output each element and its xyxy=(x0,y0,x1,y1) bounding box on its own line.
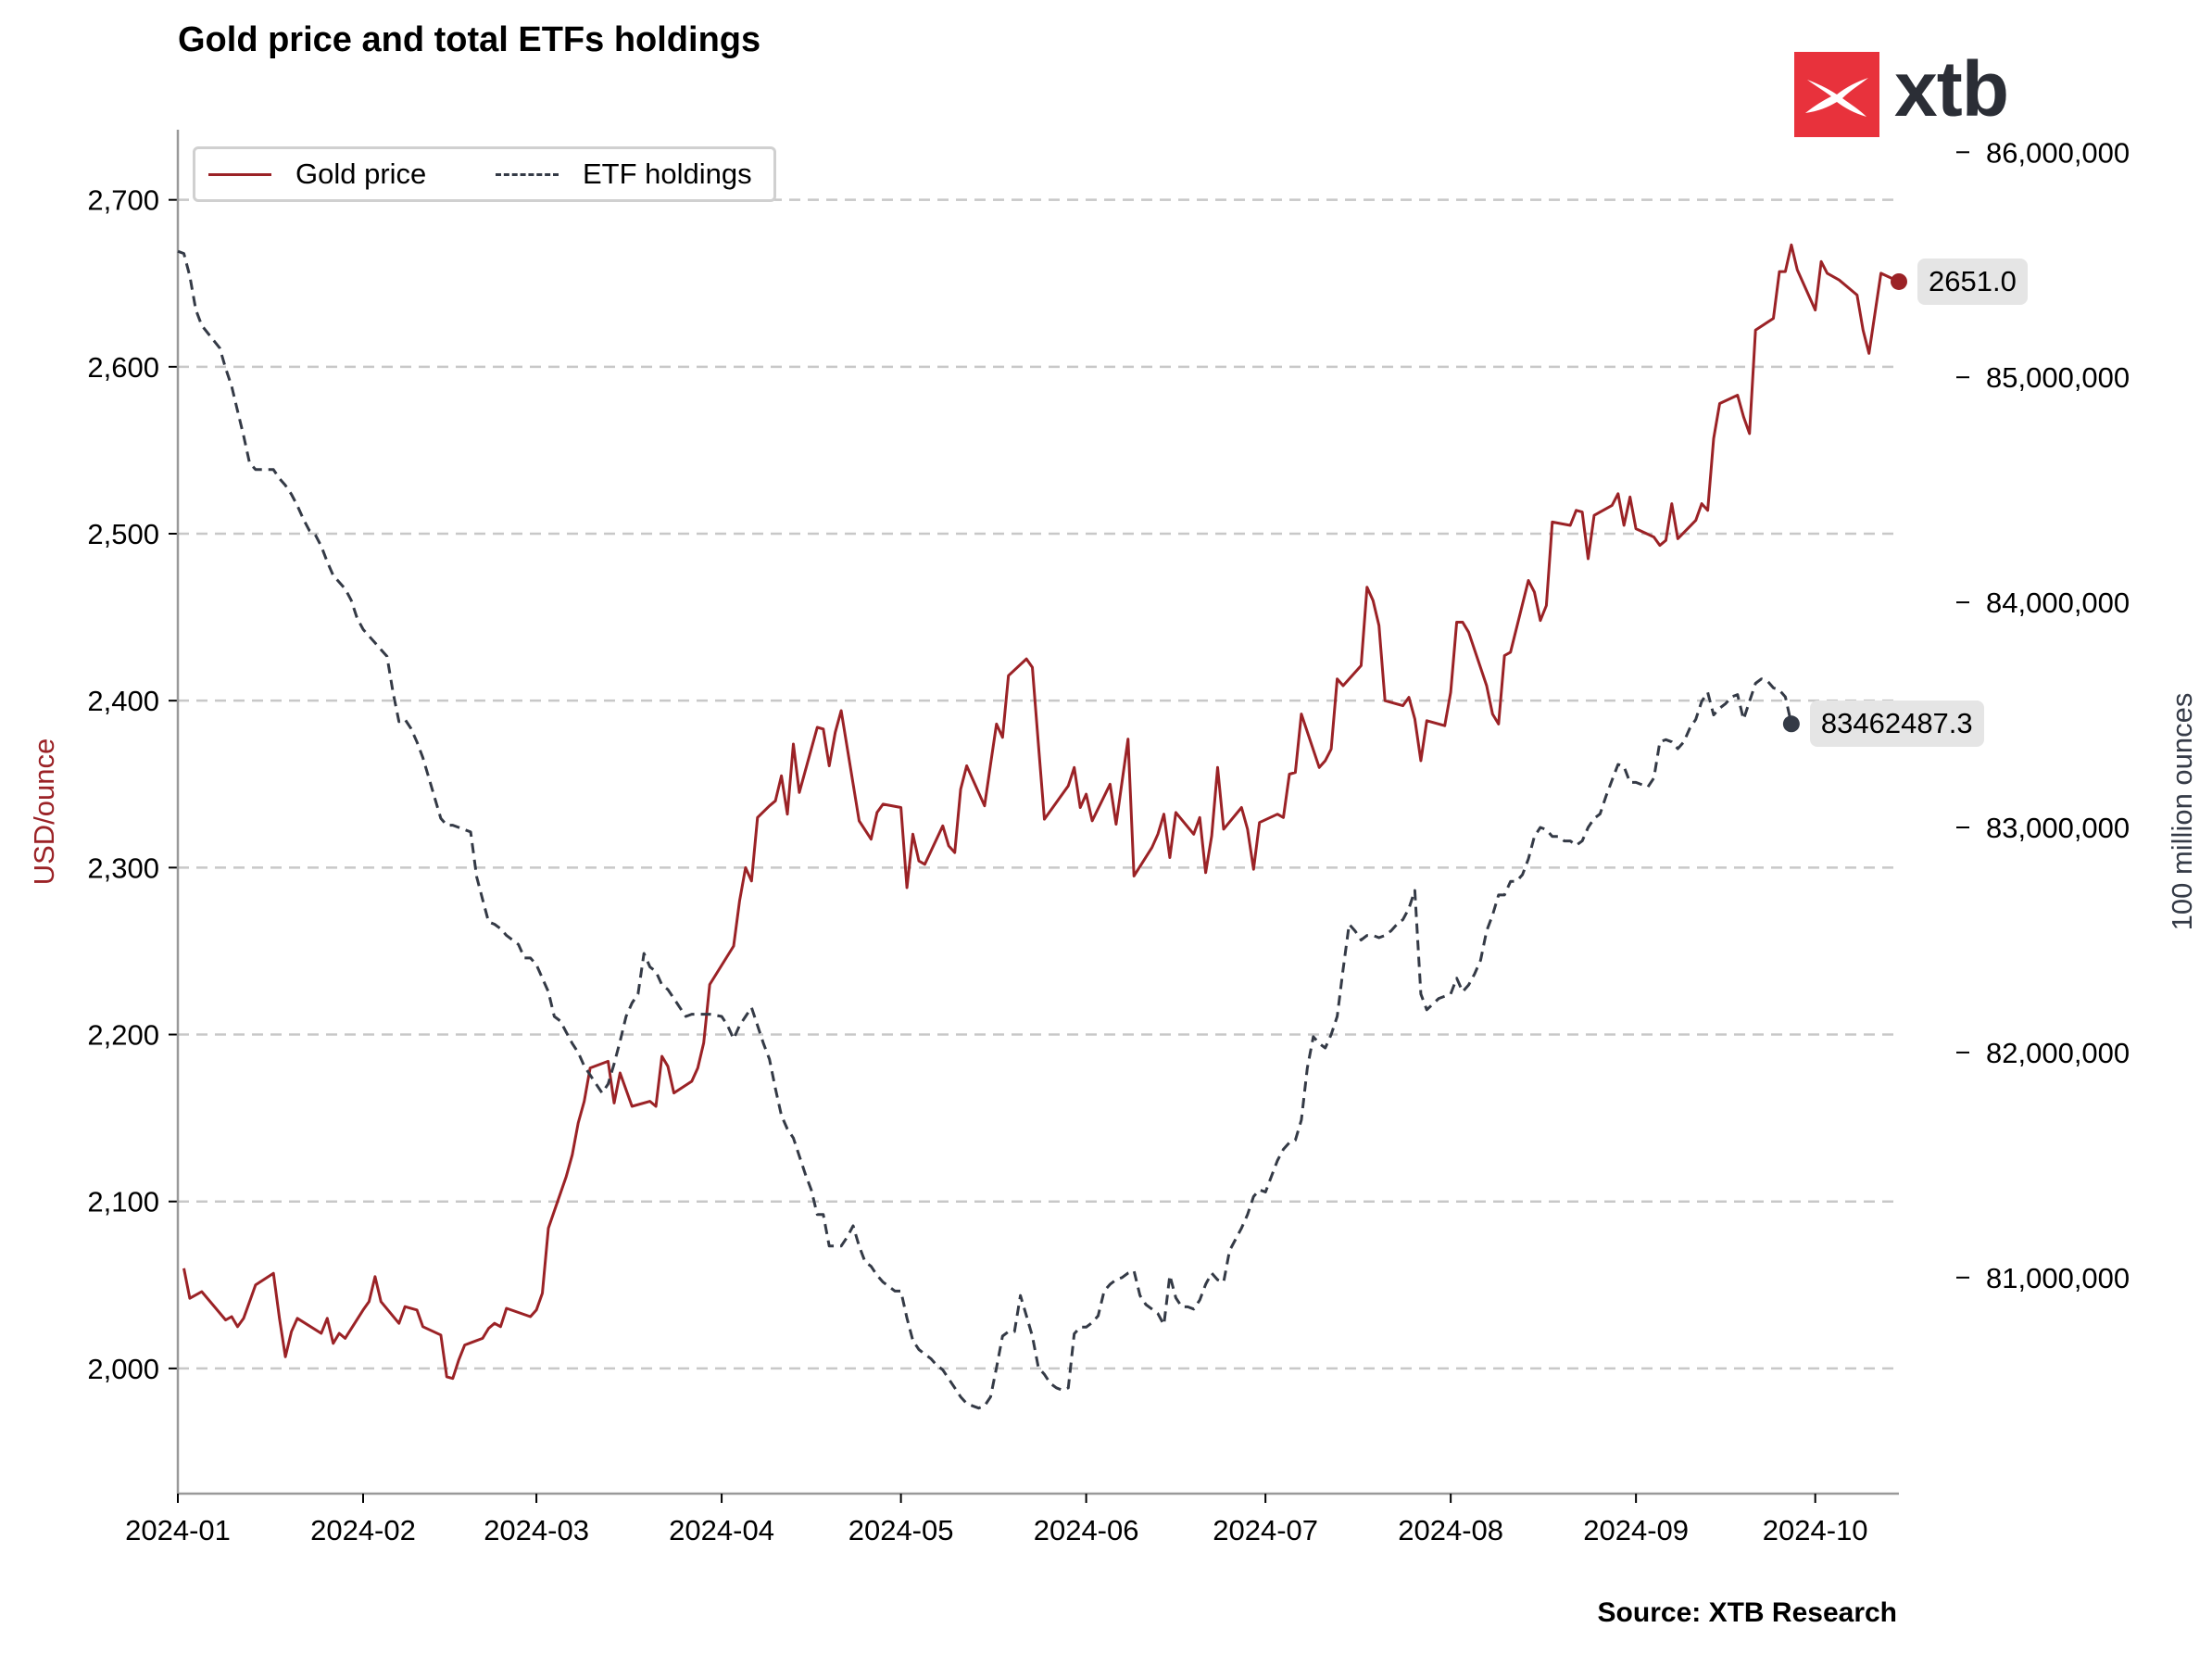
y-left-tick-label: 2,400 xyxy=(87,685,159,717)
series-lines xyxy=(177,243,1907,1410)
y-right-tick-label: 86,000,000 xyxy=(1986,136,2130,169)
y-left-tick-label: 2,300 xyxy=(87,852,159,884)
y-left-tick-label: 2,100 xyxy=(87,1186,159,1218)
legend-label-etf: ETF holdings xyxy=(583,158,752,190)
x-tick-label: 2024-06 xyxy=(1034,1514,1139,1546)
y-left-tick-label: 2,500 xyxy=(87,518,159,550)
gold-price-line xyxy=(182,243,1900,1381)
legend-label-gold: Gold price xyxy=(295,158,427,190)
x-tick-label: 2024-02 xyxy=(310,1514,416,1546)
etf-last-value-tag: 83462487.3 xyxy=(1809,700,1984,748)
y-left-tick-label: 2,600 xyxy=(87,351,159,384)
xtb-logo-text: xtb xyxy=(1894,45,2009,132)
axes xyxy=(169,130,1969,1503)
y-left-tick-label: 2,700 xyxy=(87,184,159,217)
y-left-tick-label: 2,200 xyxy=(87,1019,159,1052)
y-right-tick-label: 81,000,000 xyxy=(1986,1262,2130,1294)
y-right-tick-label: 84,000,000 xyxy=(1986,587,2130,619)
x-tick-label: 2024-08 xyxy=(1398,1514,1503,1546)
y-right-axis-title: 100 million ounces xyxy=(2166,693,2198,931)
etf-holdings-line xyxy=(177,249,1793,1410)
gold-last-point xyxy=(1891,272,1907,290)
y-right-tick-label: 82,000,000 xyxy=(1986,1037,2130,1069)
xtb-logo: xtb xyxy=(1794,45,2017,141)
x-tick-label: 2024-10 xyxy=(1763,1514,1868,1546)
x-tick-label: 2024-01 xyxy=(125,1514,231,1546)
y-left-axis-title: USD/ounce xyxy=(28,738,60,886)
x-tick-label: 2024-07 xyxy=(1213,1514,1318,1546)
x-tick-label: 2024-05 xyxy=(848,1514,954,1546)
x-tick-label: 2024-09 xyxy=(1583,1514,1689,1546)
legend-swatch-etf xyxy=(496,172,559,176)
etf-last-point xyxy=(1782,715,1800,733)
xtb-x-icon xyxy=(1805,78,1868,117)
x-tick-label: 2024-03 xyxy=(484,1514,589,1546)
legend-swatch-gold xyxy=(208,172,271,176)
y-left-tick-label: 2,000 xyxy=(87,1353,159,1385)
y-right-tick-label: 83,000,000 xyxy=(1986,812,2130,844)
chart-legend: Gold price ETF holdings xyxy=(193,146,776,202)
gridlines xyxy=(178,198,1899,1370)
source-note: Source: XTB Research xyxy=(1597,1597,1897,1628)
gold-last-value-tag: 2651.0 xyxy=(1917,258,2028,305)
y-right-tick-label: 85,000,000 xyxy=(1986,361,2130,394)
legend-item-etf: ETF holdings xyxy=(496,149,752,199)
tick-labels: 2,000 2,100 2,200 2,300 2,400 2,500 2,600 2,700… xyxy=(28,136,2198,1546)
xtb-logo-mark xyxy=(1794,52,1879,137)
legend-item-gold: Gold price xyxy=(208,149,426,199)
chart-title: Gold price and total ETFs holdings xyxy=(178,20,761,59)
x-tick-label: 2024-04 xyxy=(669,1514,774,1546)
